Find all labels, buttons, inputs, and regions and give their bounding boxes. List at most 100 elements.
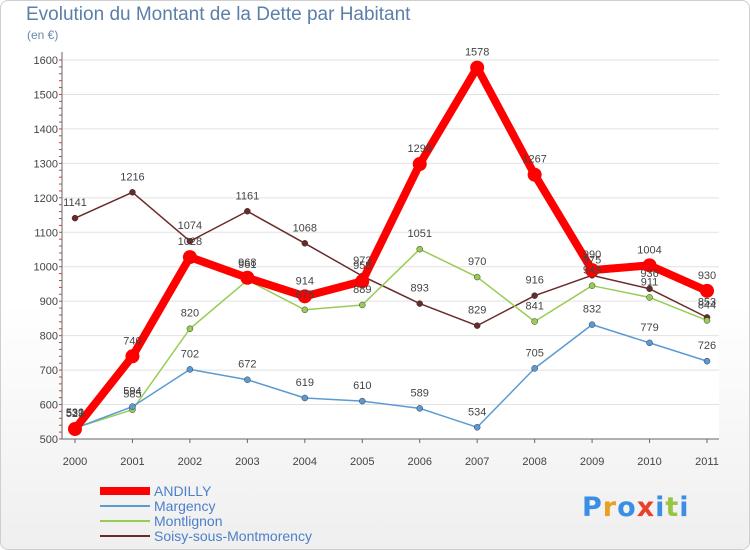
data-point-margency (301, 394, 309, 402)
x-tick-label: 2001 (120, 456, 144, 468)
x-tick-label: 2004 (293, 456, 317, 468)
data-point-andilly (240, 270, 255, 285)
data-point-soisy-sous-montmorency (531, 292, 538, 299)
data-point-andilly (297, 289, 312, 304)
logo-letter: t (665, 492, 680, 523)
legend-item-montlignon: Montlignon (100, 513, 400, 529)
data-point-soisy-sous-montmorency (186, 237, 194, 245)
legend-label: Margency (154, 498, 216, 514)
data-label-andilly: 958 (353, 260, 371, 272)
proxiti-logo: Proxiti (582, 492, 690, 523)
x-tick-label: 2011 (695, 456, 719, 468)
data-point-montlignon (703, 317, 711, 324)
data-label-soisy-sous-montmorency: 893 (411, 283, 429, 295)
legend-swatch (100, 535, 150, 537)
y-tick-label: 800 (40, 331, 58, 343)
x-tick-label: 2003 (235, 456, 259, 468)
data-point-margency (416, 405, 423, 412)
x-tick-label: 2002 (178, 456, 202, 468)
legend-item-soisy-sous-montmorency: Soisy-sous-Montmorency (100, 528, 400, 544)
data-label-soisy-sous-montmorency: 829 (468, 305, 486, 317)
data-point-andilly (642, 258, 657, 273)
data-point-montlignon (531, 318, 538, 325)
data-point-soisy-sous-montmorency (473, 322, 481, 329)
data-label-montlignon: 532 (66, 407, 84, 419)
data-label-andilly: 930 (698, 270, 716, 282)
series-line-soisy-sous-montmorency (74, 191, 708, 327)
data-label-montlignon: 945 (583, 265, 601, 277)
data-label-andilly: 1298 (407, 143, 431, 155)
data-label-andilly: 740 (123, 335, 141, 347)
data-label-andilly: 1267 (522, 154, 546, 166)
data-label-margency: 610 (353, 380, 371, 392)
data-label-andilly: 990 (583, 249, 601, 261)
series-line-andilly (71, 63, 711, 434)
data-label-montlignon: 820 (181, 308, 199, 320)
data-label-montlignon: 1051 (407, 228, 431, 240)
y-tick-label: 1400 (34, 124, 58, 136)
data-label-montlignon: 889 (353, 284, 371, 296)
data-label-montlignon: 841 (525, 301, 543, 313)
data-label-andilly: 1578 (465, 47, 489, 59)
data-label-margency: 589 (411, 387, 429, 399)
data-label-soisy-sous-montmorency: 1141 (63, 197, 87, 209)
unit-label: (en €) (27, 28, 59, 42)
data-point-andilly (412, 157, 427, 172)
data-point-andilly (355, 274, 370, 289)
data-label-margency: 779 (640, 322, 658, 334)
data-label-margency: 534 (468, 406, 486, 418)
data-point-soisy-sous-montmorency (71, 214, 79, 222)
data-label-margency: 619 (296, 377, 314, 389)
data-point-andilly (527, 167, 542, 182)
data-point-montlignon (186, 325, 194, 332)
y-tick-label: 1600 (34, 55, 58, 67)
data-label-margency: 726 (698, 340, 716, 352)
logo-letter: o (617, 492, 637, 523)
data-point-margency (646, 339, 653, 347)
data-label-soisy-sous-montmorency: 916 (525, 275, 543, 287)
legend-swatch (100, 505, 150, 507)
data-label-andilly: 529 (66, 408, 84, 420)
legend: ANDILLY Margency Montlignon Soisy-sous-Mont… (100, 483, 400, 544)
y-tick-label: 900 (40, 296, 58, 308)
data-point-andilly (700, 283, 714, 298)
data-label-montlignon: 875 (296, 289, 314, 301)
data-point-soisy-sous-montmorency (416, 300, 423, 307)
series-line-montlignon (74, 248, 708, 429)
data-point-margency (588, 321, 596, 328)
data-point-soisy-sous-montmorency (301, 240, 309, 247)
y-tick-label: 600 (40, 400, 58, 412)
legend-item-andilly: ANDILLY (100, 483, 400, 499)
data-label-montlignon: 844 (698, 299, 716, 311)
series-line-margency (74, 323, 708, 430)
logo-letter: i (679, 492, 690, 523)
data-label-montlignon: 961 (238, 259, 256, 271)
y-tick-label: 700 (40, 365, 58, 377)
data-label-margency: 594 (123, 386, 141, 398)
data-label-soisy-sous-montmorency: 936 (640, 268, 658, 280)
data-point-margency (129, 403, 136, 410)
x-tick-label: 2007 (465, 456, 489, 468)
data-label-andilly: 914 (296, 275, 314, 287)
data-point-margency (244, 376, 251, 383)
y-tick-label: 1000 (34, 262, 58, 274)
data-label-soisy-sous-montmorency: 1074 (178, 220, 202, 232)
data-point-margency (703, 357, 711, 365)
data-point-montlignon (588, 282, 596, 289)
plot-area (63, 52, 719, 439)
data-point-soisy-sous-montmorency (646, 285, 653, 293)
data-point-montlignon (359, 301, 366, 309)
legend-label: Soisy-sous-Montmorency (154, 528, 312, 544)
chart-title: Evolution du Montant de la Dette par Hab… (26, 4, 411, 25)
logo-letter: P (582, 492, 603, 523)
logo-letter: x (636, 492, 656, 523)
data-point-andilly (470, 60, 485, 75)
data-label-margency: 672 (238, 359, 256, 371)
data-point-montlignon (646, 294, 653, 301)
y-tick-label: 1500 (34, 89, 58, 101)
data-point-soisy-sous-montmorency (129, 189, 136, 196)
data-point-andilly (125, 349, 140, 364)
data-point-soisy-sous-montmorency (244, 208, 251, 215)
data-label-montlignon: 970 (468, 256, 486, 268)
